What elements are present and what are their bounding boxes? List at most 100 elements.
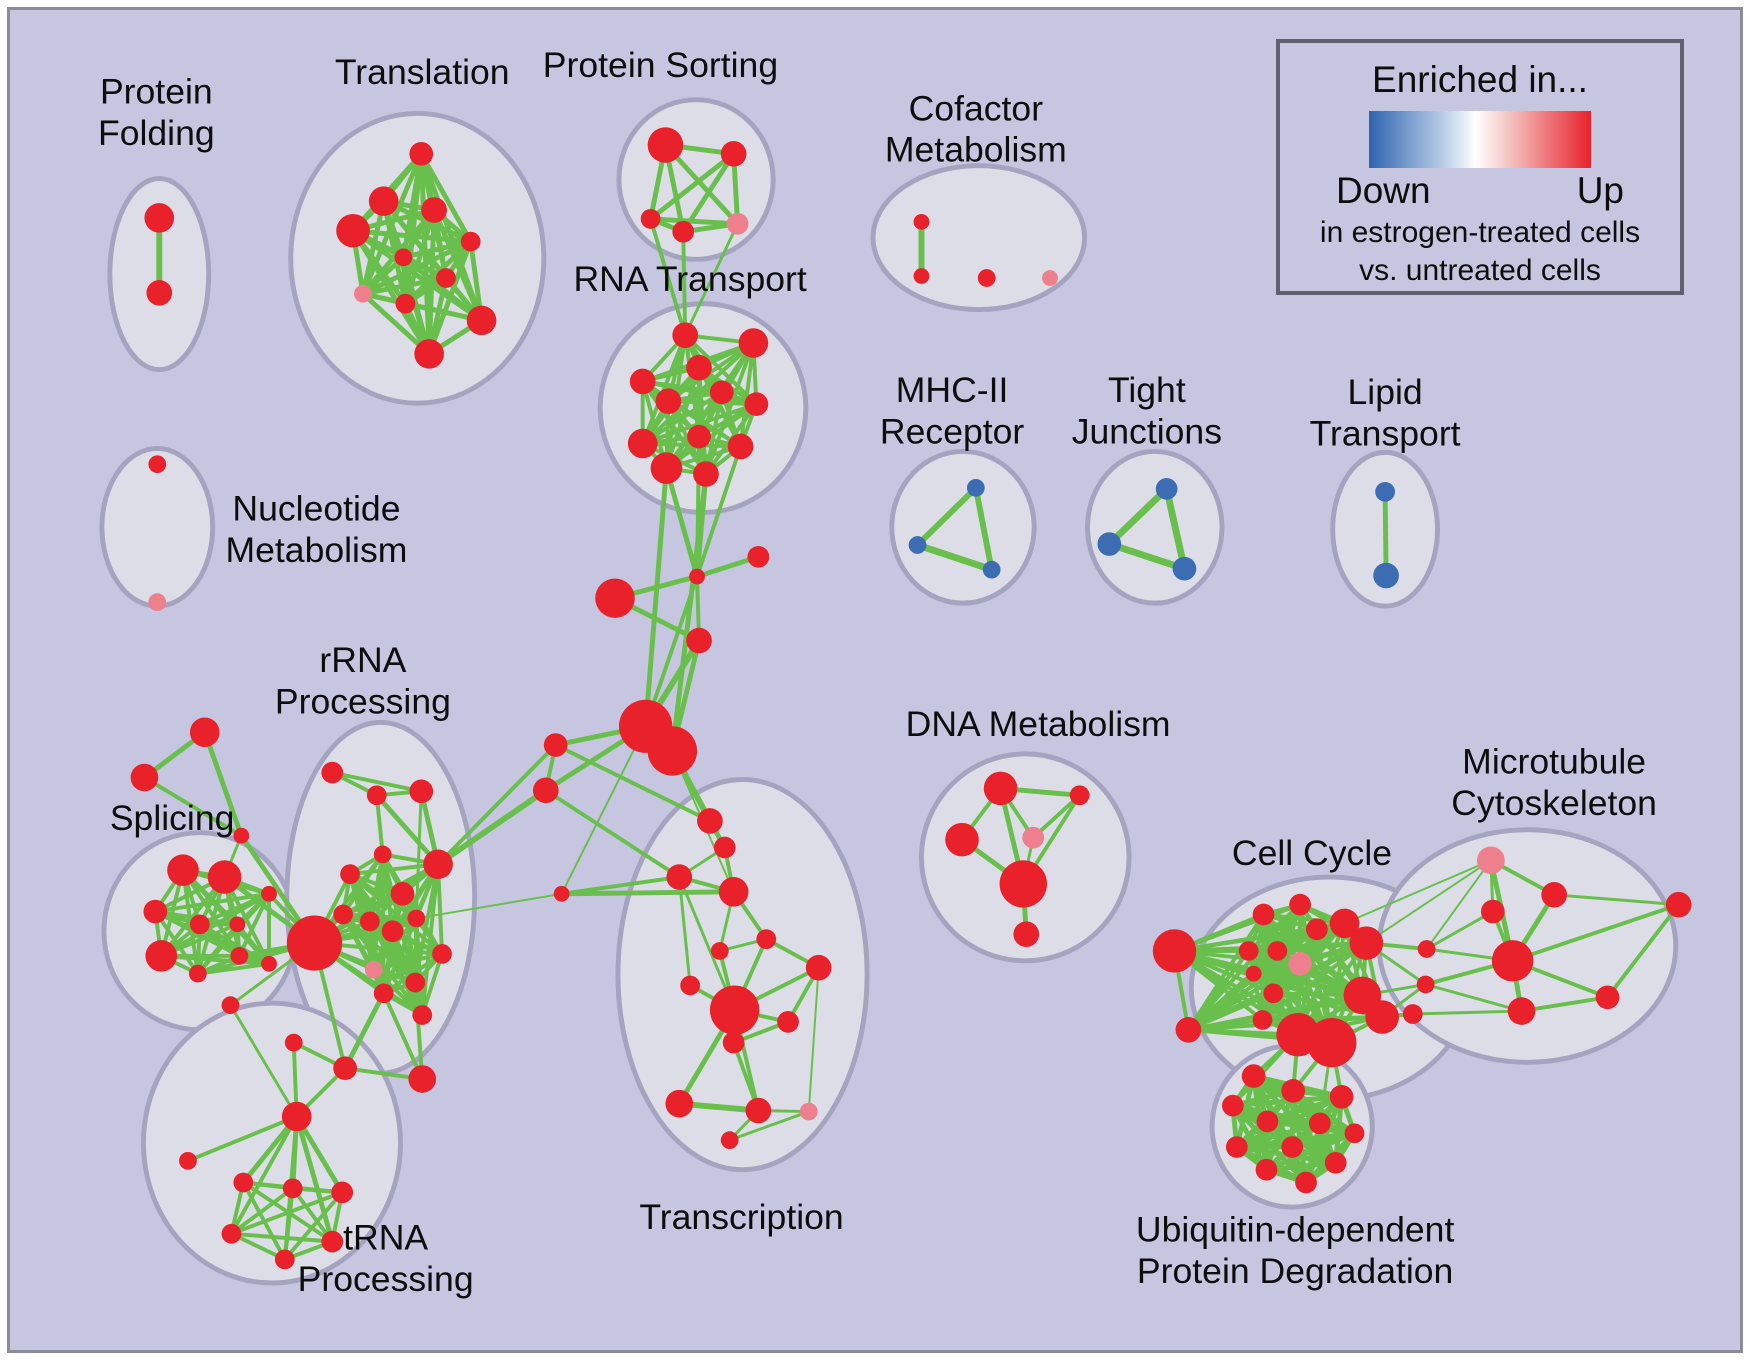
rrna-processing-node[interactable] [340,864,360,884]
ubiquitin-degradation-node[interactable] [1255,1158,1278,1181]
connector-node[interactable] [595,578,635,618]
translation-node[interactable] [395,293,416,314]
rna-transport-node[interactable] [727,433,754,460]
lipid-transport-node[interactable] [1373,562,1399,589]
splicing-node[interactable] [143,899,168,924]
rna-transport-node[interactable] [738,328,769,358]
microtubule-cytoskeleton-node[interactable] [1402,1004,1423,1024]
cell-cycle-node[interactable] [1252,903,1275,926]
connector-node[interactable] [553,885,570,902]
splicing-node[interactable] [229,916,246,933]
transcription-node[interactable] [713,836,736,859]
translation-node[interactable] [421,197,447,223]
transcription-node[interactable] [697,808,723,834]
cell-cycle-node[interactable] [1349,926,1384,960]
protein-sorting-node[interactable] [672,220,695,243]
nucleotide-metabolism-node[interactable] [148,593,167,612]
rrna-processing-node[interactable] [359,911,380,932]
rna-transport-node[interactable] [672,322,699,348]
cell-cycle-node[interactable] [1238,941,1259,961]
rrna-processing-node[interactable] [333,904,354,925]
connector-node[interactable] [689,568,705,585]
transcription-node[interactable] [756,929,777,949]
connector-node[interactable] [532,777,559,804]
translation-node[interactable] [394,248,413,267]
splicing-node[interactable] [207,860,242,894]
translation-node[interactable] [354,284,372,303]
connector-node[interactable] [130,763,159,792]
rna-transport-node[interactable] [650,452,683,484]
transcription-node[interactable] [666,864,693,890]
dna-metabolism-node[interactable] [999,860,1048,908]
rna-transport-node[interactable] [629,368,656,395]
trna-processing-node[interactable] [284,1033,303,1052]
protein-folding-node[interactable] [144,203,175,233]
dna-metabolism-node[interactable] [1013,921,1040,948]
rrna-processing-node[interactable] [407,909,426,928]
cell-cycle-node[interactable] [1288,951,1312,976]
splicing-node[interactable] [261,885,277,902]
splicing-node[interactable] [145,940,178,972]
connector-node[interactable] [543,733,568,757]
cell-cycle-node[interactable] [1365,1000,1399,1034]
connector-node[interactable] [233,827,250,844]
translation-node[interactable] [436,268,456,288]
rrna-processing-node[interactable] [366,785,387,806]
connector-node[interactable] [408,1065,437,1093]
transcription-node[interactable] [722,1031,745,1054]
transcription-node[interactable] [710,942,729,960]
splicing-node[interactable] [230,947,249,965]
dna-metabolism-node[interactable] [945,822,979,857]
rrna-processing-node[interactable] [423,849,453,880]
protein-sorting-node[interactable] [647,127,684,163]
translation-node[interactable] [368,186,399,216]
translation-node[interactable] [409,142,434,166]
rna-transport-node[interactable] [655,388,682,414]
ubiquitin-degradation-node[interactable] [1329,1084,1354,1109]
ubiquitin-degradation-node[interactable] [1221,1094,1244,1117]
ubiquitin-degradation-node[interactable] [1344,1123,1365,1144]
rrna-processing-node[interactable] [412,1005,433,1025]
splicing-node[interactable] [189,914,210,935]
dna-metabolism-node[interactable] [1022,826,1045,849]
cell-cycle-node[interactable] [1289,893,1311,916]
tight-junctions-node[interactable] [1155,478,1178,500]
cofactor-metabolism-node[interactable] [1042,270,1058,286]
rrna-processing-node[interactable] [409,779,434,804]
transcription-node[interactable] [799,1102,818,1121]
ubiquitin-degradation-node[interactable] [1241,1064,1266,1088]
mhc-ii-receptor-node[interactable] [908,536,927,554]
lipid-transport-node[interactable] [1375,481,1395,502]
rrna-processing-node[interactable] [390,881,415,906]
microtubule-cytoskeleton-node[interactable] [1491,940,1534,982]
microtubule-cytoskeleton-node[interactable] [1480,899,1505,924]
ubiquitin-degradation-node[interactable] [1281,1079,1306,1103]
protein-folding-node[interactable] [146,279,173,306]
trna-processing-node[interactable] [282,1178,303,1199]
transcription-node[interactable] [777,1011,799,1033]
transcription-node[interactable] [709,985,760,1035]
ubiquitin-degradation-node[interactable] [1281,1136,1304,1158]
translation-node[interactable] [336,213,370,248]
mhc-ii-receptor-node[interactable] [966,479,985,497]
rrna-processing-node[interactable] [373,983,394,1004]
trna-processing-node[interactable] [221,1223,242,1244]
trna-processing-node[interactable] [331,1181,354,1204]
tight-junctions-node[interactable] [1097,532,1122,556]
rna-transport-node[interactable] [686,354,712,381]
cell-cycle-node[interactable] [1267,941,1288,961]
cell-cycle-node[interactable] [1252,1010,1273,1030]
transcription-node[interactable] [718,877,749,907]
microtubule-cytoskeleton-node[interactable] [1665,891,1692,918]
cofactor-metabolism-node[interactable] [913,213,930,230]
transcription-node[interactable] [805,954,832,981]
rna-transport-node[interactable] [687,424,711,449]
connector-node[interactable] [333,1056,357,1081]
trna-processing-node[interactable] [321,1230,344,1253]
dna-metabolism-node[interactable] [983,771,1018,806]
rrna-processing-node[interactable] [373,845,392,864]
splicing-node[interactable] [188,964,207,983]
ubiquitin-degradation-node[interactable] [1324,1151,1347,1174]
cell-cycle-node[interactable] [1245,965,1262,982]
transcription-node[interactable] [720,1131,739,1149]
